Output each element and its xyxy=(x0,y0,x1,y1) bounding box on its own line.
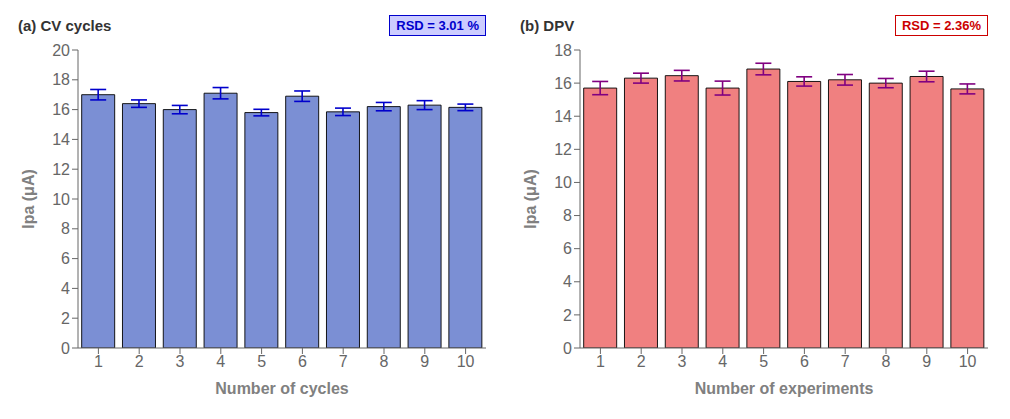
svg-text:8: 8 xyxy=(61,220,70,237)
svg-text:10: 10 xyxy=(959,353,977,370)
svg-text:18: 18 xyxy=(52,71,70,88)
svg-text:6: 6 xyxy=(800,353,809,370)
svg-text:12: 12 xyxy=(52,161,70,178)
svg-text:Number of cycles: Number of cycles xyxy=(215,380,348,397)
svg-text:16: 16 xyxy=(554,75,572,92)
svg-text:14: 14 xyxy=(554,108,572,125)
svg-text:12: 12 xyxy=(554,141,572,158)
svg-text:0: 0 xyxy=(563,340,572,357)
html-text:(a) CV cycles: (a) CV cycles xyxy=(18,16,112,34)
svg-text:16: 16 xyxy=(52,101,70,118)
svg-text:6: 6 xyxy=(298,353,307,370)
svg-text:14: 14 xyxy=(52,131,70,148)
html-text:RSD = 2.36%: RSD = 2.36% xyxy=(901,18,981,33)
svg-text:2: 2 xyxy=(61,310,70,327)
svg-text:0: 0 xyxy=(61,340,70,357)
svg-text:5: 5 xyxy=(759,353,768,370)
svg-text:2: 2 xyxy=(637,353,646,370)
svg-text:9: 9 xyxy=(420,353,429,370)
svg-text:4: 4 xyxy=(216,353,225,370)
svg-text:18: 18 xyxy=(554,42,572,59)
svg-text:7: 7 xyxy=(339,353,348,370)
svg-text:7: 7 xyxy=(841,353,850,370)
svg-text:9: 9 xyxy=(922,353,931,370)
svg-text:6: 6 xyxy=(563,240,572,257)
html-text:(b) DPV: (b) DPV xyxy=(520,16,575,34)
svg-text:Number of experiments: Number of experiments xyxy=(695,380,874,397)
svg-text:20: 20 xyxy=(52,42,70,59)
svg-text:3: 3 xyxy=(678,353,687,370)
svg-text:3: 3 xyxy=(176,353,185,370)
svg-text:6: 6 xyxy=(61,250,70,267)
svg-text:2: 2 xyxy=(135,353,144,370)
svg-text:4: 4 xyxy=(718,353,727,370)
svg-text:10: 10 xyxy=(554,174,572,191)
svg-text:Ipa (μA): Ipa (μA) xyxy=(522,169,539,229)
svg-text:Ipa (μA): Ipa (μA) xyxy=(20,169,37,229)
svg-text:8: 8 xyxy=(380,353,389,370)
svg-text:10: 10 xyxy=(457,353,475,370)
html-text:RSD = 3.01 %: RSD = 3.01 % xyxy=(396,18,479,33)
svg-text:2: 2 xyxy=(563,307,572,324)
svg-text:5: 5 xyxy=(257,353,266,370)
svg-text:4: 4 xyxy=(61,280,70,297)
svg-text:4: 4 xyxy=(563,273,572,290)
svg-text:10: 10 xyxy=(52,191,70,208)
svg-text:8: 8 xyxy=(563,207,572,224)
svg-text:1: 1 xyxy=(94,353,103,370)
svg-text:1: 1 xyxy=(596,353,605,370)
svg-text:8: 8 xyxy=(882,353,891,370)
